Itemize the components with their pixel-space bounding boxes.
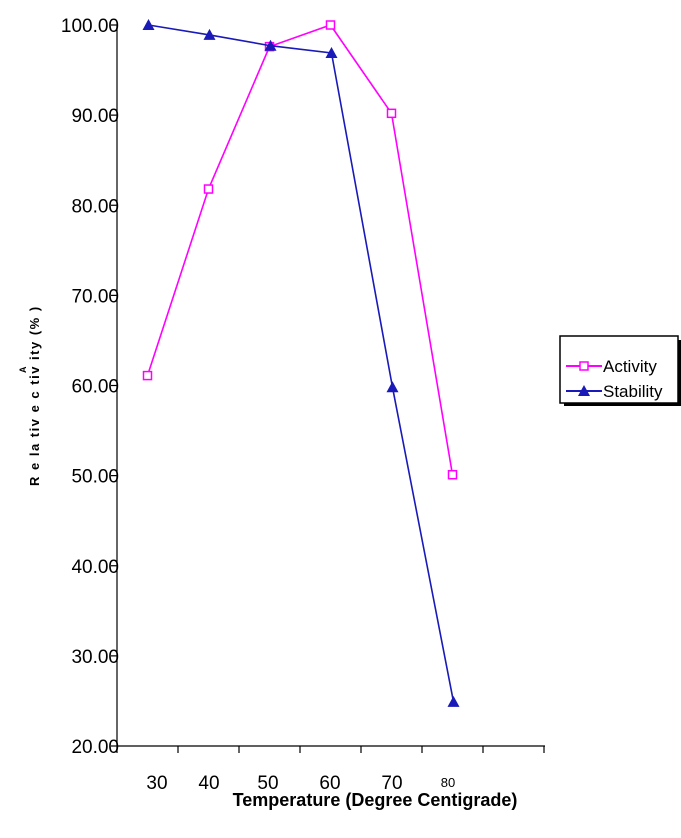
y-axis-title-fragment: A (18, 365, 28, 373)
data-point-activity (325, 20, 336, 30)
y-tick-label: 70.00 (71, 286, 119, 307)
y-tick-label: 50.00 (71, 467, 119, 488)
legend-marker-activity (579, 361, 589, 371)
y-tick-label: 60.00 (71, 377, 119, 398)
series-line-activity (146, 24, 454, 475)
data-point-stability (386, 381, 399, 393)
x-axis-title: Temperature (Degree Centigrade) (233, 790, 518, 810)
x-tick-label: 50 (257, 773, 278, 794)
data-point-stability (203, 28, 216, 40)
x-tick-label: 70 (381, 773, 402, 794)
x-tick-label: 40 (198, 773, 219, 794)
data-point-activity (447, 469, 458, 480)
legend: Activity Stability (559, 335, 681, 406)
data-point-activity (142, 370, 153, 381)
y-tick-labels: 20.00 30.00 40.00 50.00 60.00 70.00 80.00 90.00… (61, 16, 119, 758)
y-tick-label: 100.00 (61, 16, 119, 37)
y-tick-label: 30.00 (71, 647, 119, 668)
x-tick-label: 30 (146, 773, 167, 794)
y-tick-label: 90.00 (71, 106, 119, 127)
legend-label-stability: Stability (603, 382, 663, 401)
data-point-stability (264, 39, 277, 51)
data-point-stability (142, 19, 155, 30)
series-line-stability (148, 24, 455, 702)
axes (111, 24, 545, 753)
legend-shadow (678, 340, 681, 406)
x-tick-label: 80 (441, 775, 455, 790)
y-tick-label: 40.00 (71, 557, 119, 578)
data-point-activity (386, 108, 397, 119)
data-point-stability (325, 46, 338, 58)
y-tick-label: 80.00 (71, 196, 119, 217)
y-axis-title: R e la tiv e c tiv ity (% ) (27, 305, 42, 486)
legend-marker-stability (578, 385, 590, 396)
legend-label-activity: Activity (603, 357, 657, 376)
x-tick-label: 60 (319, 773, 340, 794)
series-layer (142, 19, 460, 707)
x-tick-labels: 30 40 50 60 70 80 (146, 773, 455, 794)
y-tick-label: 20.00 (71, 737, 119, 758)
data-point-activity (203, 184, 214, 194)
data-point-stability (447, 695, 460, 707)
legend-shadow-bottom (564, 403, 681, 406)
